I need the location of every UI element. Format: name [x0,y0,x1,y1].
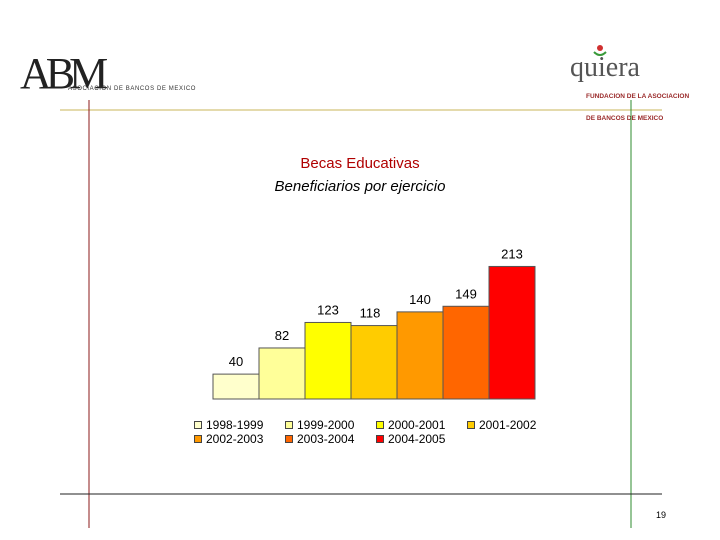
legend-label: 1998-1999 [206,418,264,432]
person-figure-icon [593,45,607,56]
bar-2003-2004 [442,305,490,400]
data-label-2003-2004: 149 [455,286,477,301]
bar-2002-2003 [396,311,444,400]
legend-label: 1999-2000 [297,418,355,432]
data-label-2004-2005: 213 [501,246,523,261]
legend-swatch [194,421,202,429]
bar-2000-2001 [304,321,352,400]
legend-label: 2000-2001 [388,418,446,432]
legend-row: 2002-2003 2003-2004 2004-2005 [194,432,558,446]
legend-item-1999-2000: 1999-2000 [285,418,376,432]
legend-swatch [285,421,293,429]
data-label-2000-2001: 123 [317,302,339,317]
data-label-2002-2003: 140 [409,292,431,307]
chart-title: Becas Educativas [300,155,420,172]
page-number: 19 [656,510,667,520]
legend-row: 1998-1999 1999-2000 2000-2001 2001-2002 [194,418,558,432]
chart-legend: 1998-1999 1999-2000 2000-2001 2001-2002 2002… [194,418,558,446]
chart-subtitle: Beneficiarios por ejercicio [274,178,446,195]
data-label-2001-2002: 118 [360,306,381,321]
legend-label: 2003-2004 [297,432,355,446]
quiera-subtitle-line: FUNDACION DE LA ASOCIACION [586,92,690,100]
legend-label: 2002-2003 [206,432,264,446]
bar-2001-2002 [350,325,398,400]
legend-item-2003-2004: 2003-2004 [285,432,376,446]
legend-label: 2004-2005 [388,432,446,446]
legend-swatch [376,435,384,443]
abm-logo-mark: ABM [20,49,108,98]
bar-1998-1999 [212,373,260,400]
abm-logo-subtitle: ASOCIACION DE BANCOS DE MEXICO [68,86,197,92]
legend-item-2002-2003: 2002-2003 [194,432,285,446]
data-label-1998-1999: 40 [229,354,243,369]
legend-item-2000-2001: 2000-2001 [376,418,467,432]
quiera-logo-mark: quiera [570,52,640,83]
legend-item-2004-2005: 2004-2005 [376,432,467,446]
legend-swatch [376,421,384,429]
legend-swatch [194,435,202,443]
legend-label: 2001-2002 [479,418,537,432]
legend-item-2001-2002: 2001-2002 [467,418,558,432]
legend-item-1998-1999: 1998-1999 [194,418,285,432]
bar-2004-2005 [488,265,536,400]
legend-swatch [467,421,475,429]
bar-1999-2000 [258,347,306,400]
legend-swatch [285,435,293,443]
data-label-1999-2000: 82 [275,328,289,343]
